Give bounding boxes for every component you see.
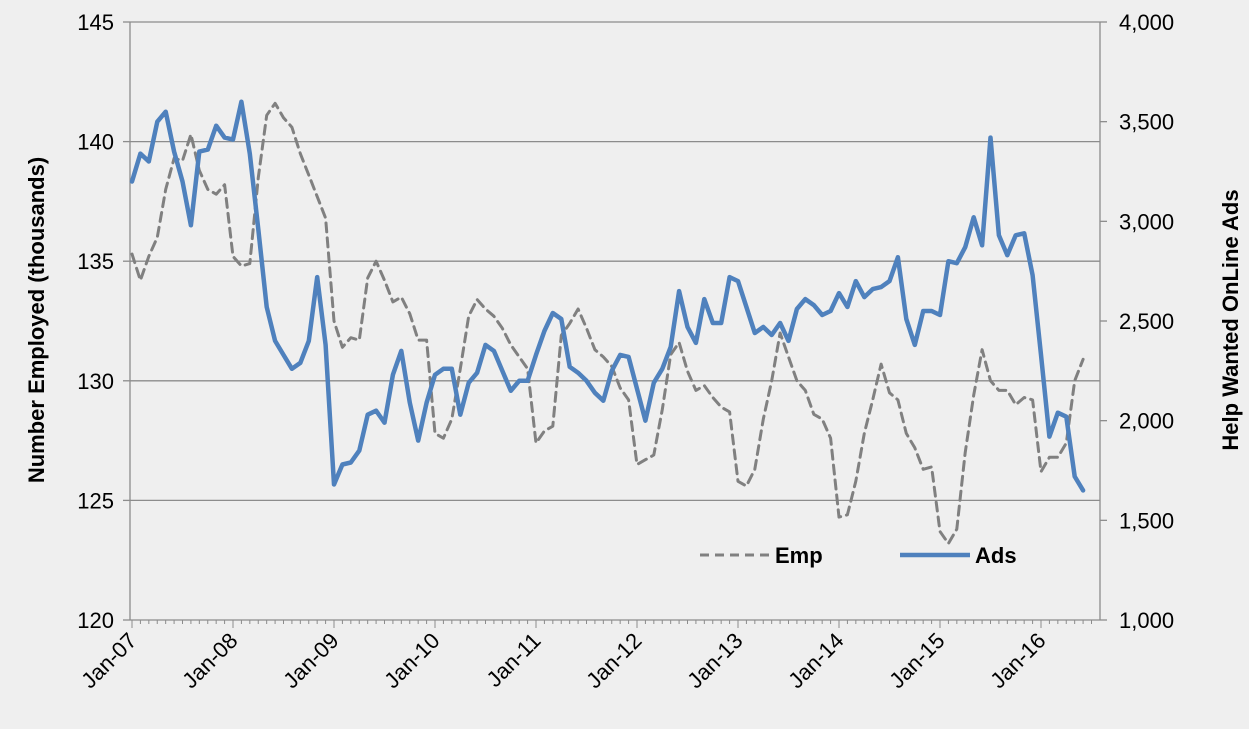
y2-tick-label: 2,500 <box>1119 309 1174 334</box>
legend: Emp Ads <box>700 543 1017 568</box>
y-tick-label: 125 <box>77 488 114 513</box>
x-tick-label: Jan-09 <box>278 628 343 693</box>
x-tick-label: Jan-08 <box>177 628 242 693</box>
y-tick-label: 145 <box>77 10 114 35</box>
y2-tick-label: 4,000 <box>1119 10 1174 35</box>
y-tick-label: 135 <box>77 249 114 274</box>
y-tick-label: 130 <box>77 369 114 394</box>
x-tick-label: Jan-14 <box>783 628 848 693</box>
y2-tick-label: 3,500 <box>1119 110 1174 135</box>
x-tick-label: Jan-13 <box>682 628 747 693</box>
axes <box>123 21 1107 628</box>
x-tick-label: Jan-10 <box>379 628 444 693</box>
x-tick-label: Jan-12 <box>581 628 646 693</box>
y2-tick-label: 3,000 <box>1119 209 1174 234</box>
series-line-ads <box>129 99 1086 493</box>
y2-tick-label: 1,500 <box>1119 508 1174 533</box>
y-tick-label: 120 <box>77 608 114 633</box>
x-tick-label: Jan-11 <box>481 628 545 692</box>
y-tick-label: 140 <box>77 130 114 155</box>
y2-axis-title: Help Wanted OnLine Ads <box>1218 189 1243 450</box>
grid-lines <box>130 21 1100 502</box>
legend-ads-label: Ads <box>975 543 1017 568</box>
x-tick-label: Jan-07 <box>76 628 141 693</box>
x-tick-label: Jan-15 <box>884 628 949 693</box>
series-line-emp <box>130 101 1085 545</box>
legend-emp-label: Emp <box>775 543 823 568</box>
y-axis-title: Number Employed (thousands) <box>24 157 49 483</box>
y2-tick-label: 2,000 <box>1119 409 1174 434</box>
series-lines <box>129 99 1086 545</box>
x-tick-label: Jan-16 <box>985 628 1050 693</box>
y2-tick-label: 1,000 <box>1119 608 1174 633</box>
